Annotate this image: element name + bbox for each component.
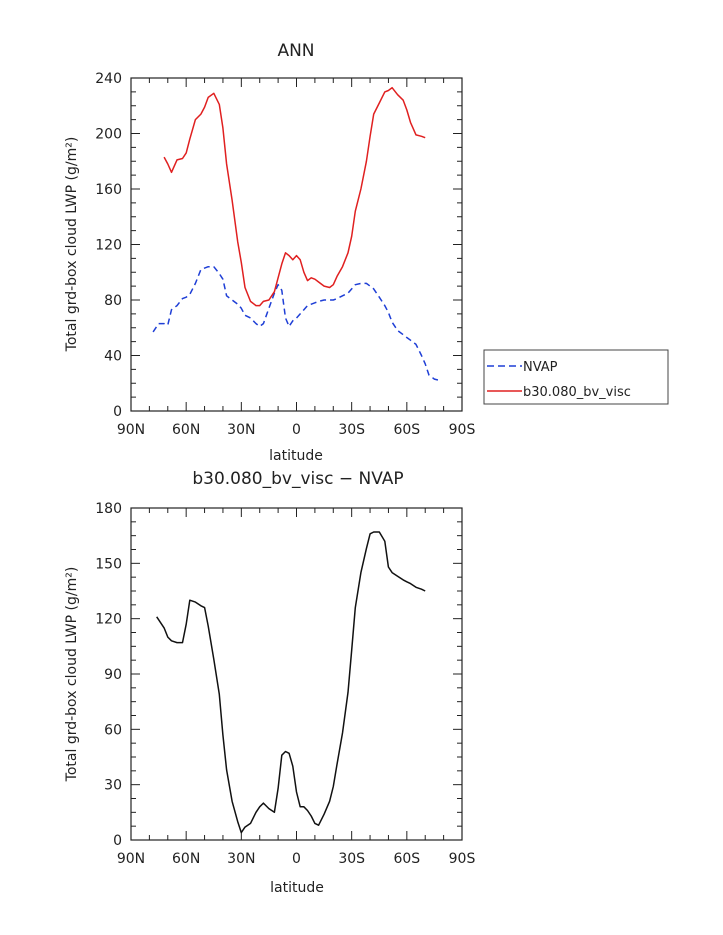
y-tick-label: 150: [95, 556, 122, 572]
y-tick-label: 120: [95, 612, 122, 628]
chart-panel-bottom: b30.080_bv_visc − NVAP 0306090120150180 …: [64, 469, 475, 896]
series-bottom: [156, 531, 426, 834]
plot-frame-top: [130, 77, 463, 412]
x-tick-label: 0: [292, 422, 301, 438]
y-tick-label: 90: [104, 667, 122, 683]
series-line-bottom-0: [156, 531, 426, 834]
y-axis-label-bottom: Total grd-box cloud LWP (g/m²): [64, 567, 80, 783]
x-tick-labels-top: 90N 60N 30N 0 30S 60S 90S: [117, 422, 476, 438]
legend-label-nvap: NVAP: [523, 360, 558, 375]
x-tick-label: 60S: [393, 851, 420, 867]
y-tick-labels-top: 0 40 80 120 160 200 240: [95, 71, 122, 420]
plot-frame-bottom: [130, 507, 463, 841]
x-axis-label-top: latitude: [269, 448, 323, 464]
y-tick-label: 30: [104, 778, 122, 794]
y-tick-label: 200: [95, 127, 122, 143]
x-tick-label: 90S: [449, 422, 476, 438]
chart-title-bottom: b30.080_bv_visc − NVAP: [192, 469, 403, 489]
x-tick-label: 30S: [338, 422, 365, 438]
x-tick-label: 90N: [117, 422, 145, 438]
chart-title-top: ANN: [277, 41, 314, 61]
y-tick-label: 80: [104, 293, 122, 309]
y-tick-label: 120: [95, 238, 122, 254]
series-line-top-1: [163, 86, 426, 307]
x-tick-label: 60N: [172, 851, 200, 867]
y-tick-label: 0: [113, 833, 122, 849]
y-tick-label: 240: [95, 71, 122, 87]
x-tick-label: 30N: [227, 422, 255, 438]
x-tick-label: 30S: [338, 851, 365, 867]
y-tick-labels-bottom: 0 30 60 90 120 150 180: [95, 501, 122, 849]
y-axis-label-top: Total grd-box cloud LWP (g/m²): [64, 137, 80, 353]
x-tick-label: 60N: [172, 422, 200, 438]
series-line-top-0: [152, 265, 441, 382]
x-tick-label: 60S: [393, 422, 420, 438]
x-tick-label: 0: [292, 851, 301, 867]
y-tick-label: 40: [104, 349, 122, 365]
y-tick-label: 160: [95, 182, 122, 198]
x-axis-label-bottom: latitude: [270, 880, 324, 896]
y-tick-label: 60: [104, 722, 122, 738]
legend: NVAP b30.080_bv_visc: [483, 349, 669, 405]
x-tick-label: 30N: [227, 851, 255, 867]
x-tick-labels-bottom: 90N 60N 30N 0 30S 60S 90S: [117, 851, 476, 867]
y-tick-label: 180: [95, 501, 122, 517]
x-tick-label: 90S: [449, 851, 476, 867]
y-tick-label: 0: [113, 404, 122, 420]
ticks-bottom: [130, 507, 463, 841]
x-tick-label: 90N: [117, 851, 145, 867]
legend-label-model: b30.080_bv_visc: [523, 385, 631, 400]
series-top: [152, 86, 441, 382]
